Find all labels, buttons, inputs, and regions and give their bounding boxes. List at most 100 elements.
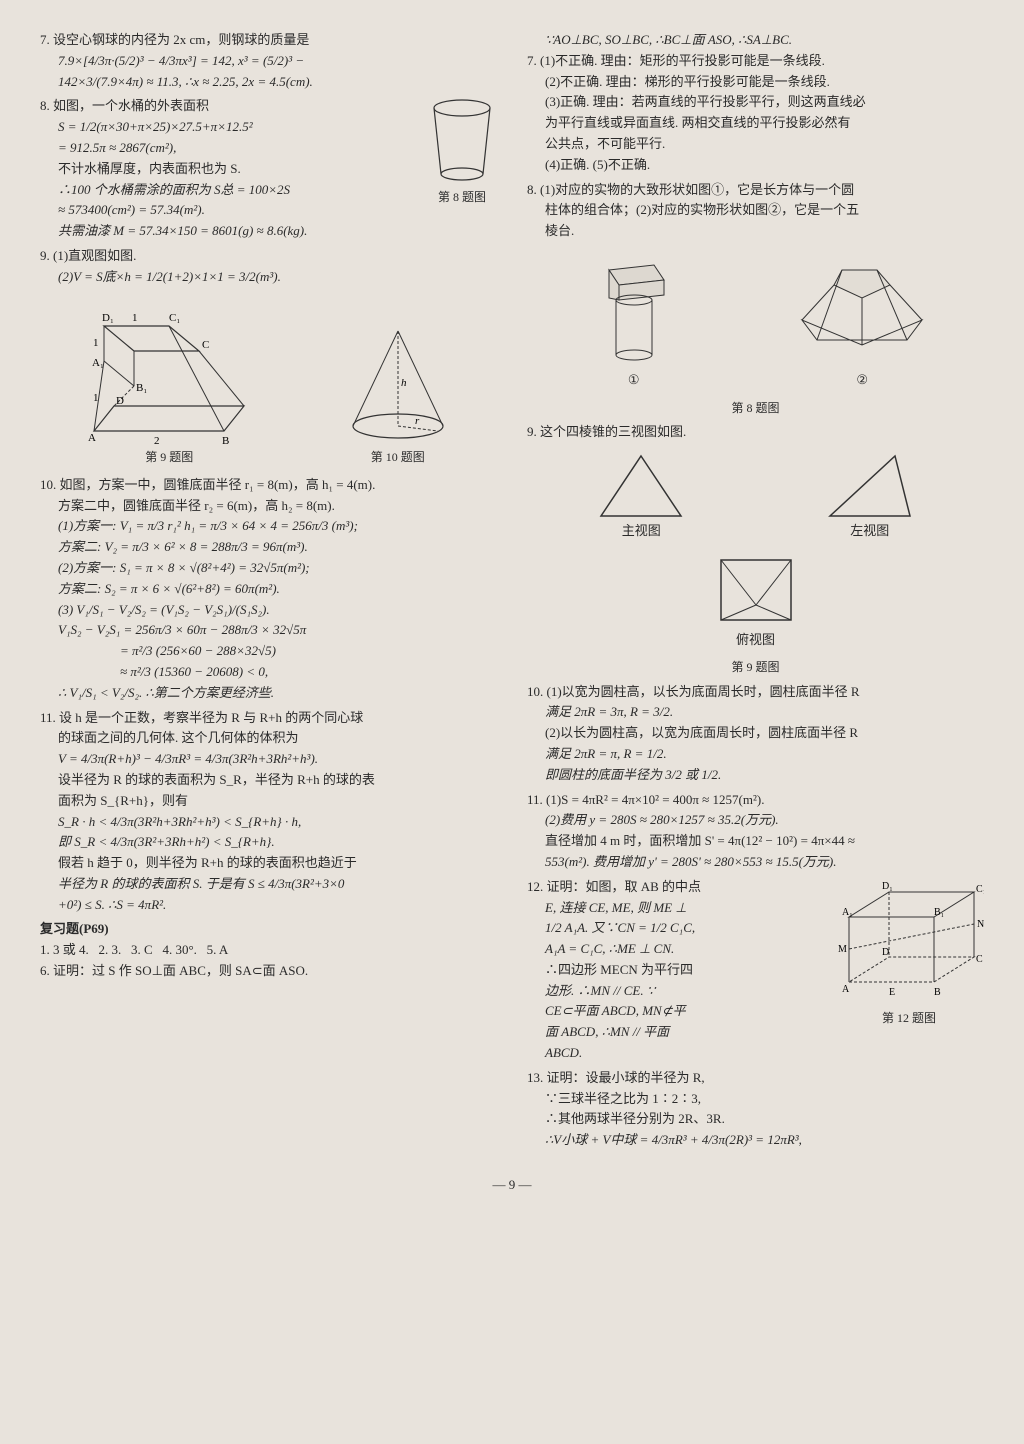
rq8-l1: 8. (1)对应的实物的大致形状如图①，它是长方体与一个圆 [527,180,984,201]
rq13-l4: ∴V小球 + V中球 = 4/3πR³ + 4/3π(2R)³ = 12πR³, [527,1130,984,1151]
rq7: 7. (1)不正确. 理由：矩形的平行投影可能是一条线段. (2)不正确. 理由… [527,51,984,176]
q10-fig-label: 第 10 题图 [343,448,453,467]
q8-fig-label: 第 8 题图 [427,188,497,207]
q10-l1: 方案二中，圆锥底面半径 r₂ = 6(m)，高 h₂ = 8(m). [40,496,497,517]
svg-text:C₁: C₁ [976,884,984,895]
q11-l4: 面积为 S_{R+h}，则有 [40,791,497,812]
svg-text:1: 1 [132,312,138,324]
review-2: 2. 3. [99,942,122,957]
rq10-l5: 即圆柱的底面半径为 3/2 或 1/2. [527,765,984,786]
q9: 9. (1)直观图如图. (2)V = S底×h = 1/2(1+2)×1×1 … [40,246,497,467]
rq8-fig1: ① [584,250,684,391]
rq12: A₁ B₁ C₁ D₁ A B C D E M N 第 12 题图 12. 证明… [527,877,984,1064]
q11-stem: 11. 设 h 是一个正数，考察半径为 R 与 R+h 的两个同心球 [40,708,497,729]
rq7-l6: (4)正确. (5)不正确. [527,155,984,176]
q10-stem: 10. 如图，方案一中，圆锥底面半径 r₁ = 8(m)，高 h₁ = 4(m)… [40,475,497,496]
rq12-l9: ABCD. [527,1043,984,1064]
svg-text:B: B [934,987,941,998]
rq10-l2: 满足 2πR = 3π, R = 3/2. [527,702,984,723]
svg-text:C: C [202,339,209,351]
review-5: 5. A [207,942,229,957]
rq9-top: 俯视图 [711,550,801,651]
q10-l5: 方案二: S₂ = π × 6 × √(6²+8²) = 60π(m²). [40,579,497,600]
rq9-left: 左视图 [825,451,915,542]
review-3: 3. C [131,942,153,957]
svg-text:r: r [415,415,420,427]
rq10-l3: (2)以长为圆柱高，以宽为底面周长时，圆柱底面半径 R [527,723,984,744]
rq9-v1: 主视图 [596,521,686,542]
q10: 10. 如图，方案一中，圆锥底面半径 r₁ = 8(m)，高 h₁ = 4(m)… [40,475,497,704]
q11-l5: S_R · h < 4/3π(3R²h+3Rh²+h³) < S_{R+h} ·… [40,812,497,833]
svg-text:1: 1 [93,337,99,349]
review-title: 复习题(P69) [40,919,497,940]
svg-text:A: A [842,984,850,995]
svg-text:2: 2 [154,435,160,446]
rq11-l2: (2)费用 y = 280S ≈ 280×1257 ≈ 35.2(万元). [527,810,984,831]
q9-l1: (2)V = S底×h = 1/2(1+2)×1×1 = 3/2(m³). [40,267,497,288]
rq13-l2: ∵三球半径之比为 1∶2∶3, [527,1089,984,1110]
q11-l6: 即 S_R < 4/3π(3R²+3Rh+h²) < S_{R+h}. [40,832,497,853]
review-1: 1. 3 或 4. [40,942,89,957]
rq13: 13. 证明：设最小球的半径为 R, ∵三球半径之比为 1∶2∶3, ∴其他两球… [527,1068,984,1151]
q8-l6: 共需油漆 M = 57.34×150 = 8601(g) ≈ 8.6(kg). [40,221,497,242]
rq10-l1: 10. (1)以宽为圆柱高，以长为底面周长时，圆柱底面半径 R [527,682,984,703]
q10-l6: (3) V₁/S₁ − V₂/S₂ = (V₁S₂ − V₂S₁)/(S₁S₂)… [40,600,497,621]
rq9-v2: 左视图 [825,521,915,542]
q8: 第 8 题图 8. 如图，一个水桶的外表面积 S = 1/2(π×30+π×25… [40,96,497,242]
q11: 11. 设 h 是一个正数，考察半径为 R 与 R+h 的两个同心球 的球面之间… [40,708,497,916]
rq8-circ1: ① [584,370,684,391]
rq8-label: 第 8 题图 [527,399,984,418]
svg-text:C₁: C₁ [169,312,180,324]
rq12-label: 第 12 题图 [834,1009,984,1028]
rq10: 10. (1)以宽为圆柱高，以长为底面周长时，圆柱底面半径 R 满足 2πR =… [527,682,984,786]
rq7-l3: (3)正确. 理由：若两直线的平行投影平行，则这两直线必 [527,92,984,113]
svg-text:B: B [222,435,229,446]
rq7-l2: (2)不正确. 理由：梯形的平行投影可能是一条线段. [527,72,984,93]
rq11-l4: 553(m²). 费用增加 y' = 280S' ≈ 280×553 ≈ 15.… [527,852,984,873]
svg-text:D₁: D₁ [882,881,893,892]
svg-text:1: 1 [93,392,99,404]
rq9-front: 主视图 [596,451,686,542]
q9-fig-label: 第 9 题图 [84,448,254,467]
rq7-l4: 为平行直线或异面直线. 两相交直线的平行投影必然有 [527,113,984,134]
rq8: 8. (1)对应的实物的大致形状如图①，它是长方体与一个圆 柱体的组合体；(2)… [527,180,984,418]
review-4: 4. 30°. [162,942,196,957]
rq13-l1: 13. 证明：设最小球的半径为 R, [527,1068,984,1089]
rq7-l5: 公共点，不可能平行. [527,134,984,155]
q7-stem: 7. 设空心钢球的内径为 2x cm，则钢球的质量是 [40,30,497,51]
rq9-label: 第 9 题图 [527,658,984,677]
rq10-l4: 满足 2πR = π, R = 1/2. [527,744,984,765]
q10-l10: ∴ V₁/S₁ < V₂/S₂. ∴第二个方案更经济些. [40,683,497,704]
svg-text:E: E [889,987,895,998]
rq9: 9. 这个四棱锥的三视图如图. 主视图 左视图 俯视图 [527,422,984,678]
rq9-stem: 9. 这个四棱锥的三视图如图. [527,422,984,443]
svg-text:B₁: B₁ [934,907,944,918]
q7-line1: 7.9×[4/3π·(5/2)³ − 4/3πx³] = 142, x³ = (… [40,51,497,72]
svg-text:D: D [882,947,889,958]
svg-text:h: h [401,377,407,389]
rq8-circ2: ② [797,370,927,391]
q11-l1: 的球面之间的几何体. 这个几何体的体积为 [40,728,497,749]
q9-stem: 9. (1)直观图如图. [40,246,497,267]
svg-text:A₁: A₁ [92,357,104,369]
svg-text:B₁: B₁ [136,382,147,394]
q10-l2: (1)方案一: V₁ = π/3 r₁² h₁ = π/3 × 64 × 4 =… [40,516,497,537]
page-number: — 9 — [40,1175,984,1196]
svg-text:D: D [116,395,124,407]
rq8-fig2: ② [797,250,927,391]
q7-line2: 142×3/(7.9×4π) ≈ 11.3, ∴x ≈ 2.25, 2x = 4… [40,72,497,93]
svg-text:A: A [88,432,96,444]
rq9-v3: 俯视图 [711,630,801,651]
r-cont: ∵AO⊥BC, SO⊥BC, ∴BC⊥面 ASO, ∴SA⊥BC. [527,30,984,51]
rq8-l3: 棱台. [527,221,984,242]
q10-l4: (2)方案一: S₁ = π × 8 × √(8²+4²) = 32√5π(m²… [40,558,497,579]
svg-text:A₁: A₁ [842,907,853,918]
review-6: 6. 证明：过 S 作 SO⊥面 ABC，则 SA⊂面 ASO. [40,961,497,982]
rq11: 11. (1)S = 4πR² = 4π×10² = 400π ≈ 1257(m… [527,790,984,873]
rq8-l2: 柱体的组合体；(2)对应的实物形状如图②，它是一个五 [527,200,984,221]
q11-l2: V = 4/3π(R+h)³ − 4/3πR³ = 4/3π(3R²h+3Rh²… [40,749,497,770]
svg-text:C: C [976,954,983,965]
svg-text:M: M [838,944,847,955]
svg-text:N: N [977,919,984,930]
q11-l7: 假若 h 趋于 0，则半径为 R+h 的球的表面积也趋近于 [40,853,497,874]
